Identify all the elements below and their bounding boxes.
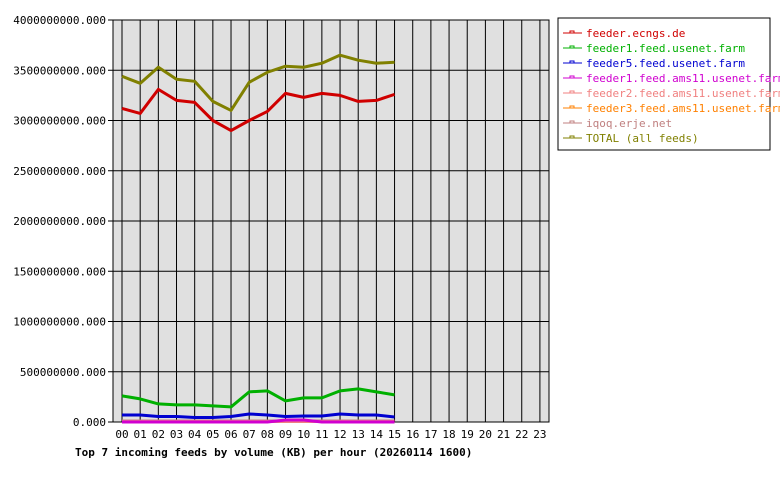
series-line [121,387,395,409]
x-tick-label: 10 [297,428,310,441]
x-tick-label: 07 [243,428,256,441]
x-tick-label: 21 [497,428,510,441]
series-line [121,87,396,133]
x-tick-label: 22 [515,428,528,441]
x-tick-label: 14 [370,428,384,441]
legend-marker [569,105,575,109]
x-tick-label: 01 [134,428,147,441]
legend-label: iqoq.erje.net [586,117,672,130]
series-line [122,412,395,419]
x-tick-label: 06 [224,428,237,441]
x-tick-label: 19 [461,428,474,441]
legend-label: feeder1.feed.ams11.usenet.farm [586,72,780,85]
x-tick-label: 04 [188,428,202,441]
legend [557,17,771,151]
legend-marker [569,90,575,94]
x-tick-label: 23 [533,428,546,441]
y-tick-label: 1000000000.000 [13,316,106,329]
legend-marker [569,75,575,79]
series-line [122,418,395,424]
x-tick-label: 09 [279,428,292,441]
x-tick-label: 03 [170,428,183,441]
y-tick-label: 0.000 [73,416,106,429]
legend-marker [569,30,575,34]
x-tick-label: 00 [115,428,128,441]
legend-marker [569,60,575,64]
x-tick-label: 17 [424,428,437,441]
x-tick-label: 13 [352,428,365,441]
chart-title: Top 7 incoming feeds by volume (KB) per … [75,446,472,459]
legend-label: TOTAL (all feeds) [586,132,699,145]
legend-label: feeder.ecngs.de [586,27,685,40]
series-line [121,53,395,112]
x-tick-label: 05 [206,428,219,441]
x-tick-label: 20 [479,428,492,441]
y-tick-label: 4000000000.000 [13,14,106,27]
x-tick-label: 16 [406,428,419,441]
legend-marker [569,120,575,124]
y-tick-label: 3000000000.000 [13,115,106,128]
x-tick-label: 08 [261,428,274,441]
y-tick-label: 500000000.000 [20,366,106,379]
y-tick-label: 3500000000.000 [13,64,106,77]
y-tick-label: 2500000000.000 [13,165,106,178]
legend-label: feeder2.feed.ams11.usenet.farm [586,87,780,100]
y-tick-label: 2000000000.000 [13,215,106,228]
legend-label: feeder3.feed.ams11.usenet.farm [586,102,780,115]
x-tick-label: 12 [333,428,346,441]
legend-marker [569,45,575,49]
x-tick-label: 11 [315,428,328,441]
x-tick-label: 15 [388,428,401,441]
x-tick-label: 18 [442,428,455,441]
y-tick-label: 1500000000.000 [13,265,106,278]
legend-marker [569,135,575,139]
legend-label: feeder5.feed.usenet.farm [586,57,745,70]
x-tick-label: 02 [152,428,165,441]
legend-label: feeder1.feed.usenet.farm [586,42,745,55]
